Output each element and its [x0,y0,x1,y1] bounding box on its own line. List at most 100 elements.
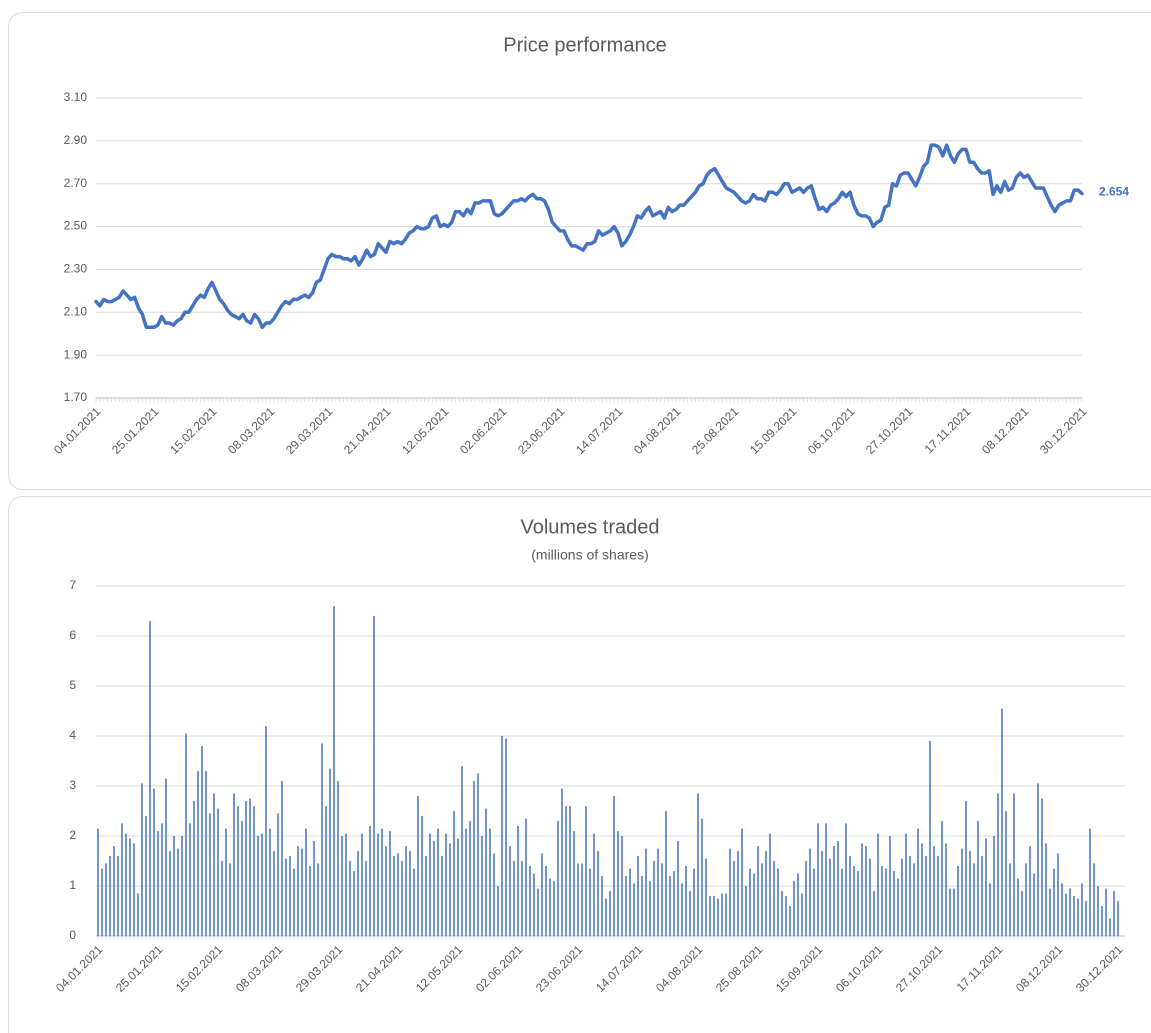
bar [449,843,451,936]
bar [249,798,251,936]
panel [8,12,1151,490]
bar [1065,893,1067,936]
bar [921,843,923,936]
bar [173,836,175,936]
bar [721,893,723,936]
bar [465,828,467,936]
bar [521,861,523,936]
bar [765,851,767,936]
bar [1109,918,1111,936]
bar [509,846,511,936]
bar [993,836,995,936]
bar [293,868,295,936]
bar [189,823,191,936]
bar [581,863,583,936]
bar [437,828,439,936]
bar [397,853,399,936]
bar [117,856,119,936]
bar [1029,846,1031,936]
y-tick-label: 1.90 [64,347,88,361]
bar [389,831,391,936]
bar [781,891,783,936]
bar [269,828,271,936]
bar [961,848,963,936]
bar [337,781,339,936]
bar [981,856,983,936]
bar [489,828,491,936]
bar [229,863,231,936]
bar [305,828,307,936]
bar [881,866,883,936]
bar [797,873,799,936]
bar [281,781,283,936]
bar [109,856,111,936]
bar [221,861,223,936]
bar [333,606,335,936]
bar [1009,863,1011,936]
bar [893,871,895,936]
bar [441,856,443,936]
bar [353,871,355,936]
bar [817,823,819,936]
bar [205,771,207,936]
bar [561,788,563,936]
bar [1033,873,1035,936]
bar [425,856,427,936]
bar [825,823,827,936]
y-tick-label: 2.30 [64,262,88,276]
bar [393,856,395,936]
bar [165,778,167,936]
bar [1081,883,1083,936]
chart-title: Price performance [503,34,666,56]
bar [1053,868,1055,936]
bar [677,841,679,936]
bar [673,871,675,936]
y-tick-label: 6 [69,628,76,642]
bar [785,896,787,936]
bar [669,876,671,936]
bar [617,831,619,936]
bar [265,726,267,936]
y-tick-label: 3.10 [64,90,88,104]
bar [469,821,471,936]
bar [869,858,871,936]
bar [481,836,483,936]
bar [537,888,539,936]
bar [177,848,179,936]
bar [457,838,459,936]
y-tick-label: 4 [69,728,76,742]
bar [877,833,879,936]
bar [901,858,903,936]
bar [153,788,155,936]
bar [1021,891,1023,936]
bar [1013,793,1015,936]
bar [641,876,643,936]
bar [505,738,507,936]
bar [313,841,315,936]
bar [501,736,503,936]
bar [1057,853,1059,936]
bar [533,873,535,936]
bar [833,846,835,936]
bar [493,853,495,936]
chart-title: Volumes traded [521,516,660,538]
bar [433,841,435,936]
bar [1049,888,1051,936]
bar [413,868,415,936]
bar [329,768,331,936]
bar [1001,708,1003,936]
bar [717,898,719,936]
bar [1117,901,1119,936]
bar [253,806,255,936]
bar [1017,878,1019,936]
bar [209,813,211,936]
bar [445,833,447,936]
bar [97,828,99,936]
bar [657,848,659,936]
bar [569,806,571,936]
bar [133,843,135,936]
bar [841,868,843,936]
bar [957,866,959,936]
y-tick-label: 1.70 [64,390,88,404]
bar [829,858,831,936]
